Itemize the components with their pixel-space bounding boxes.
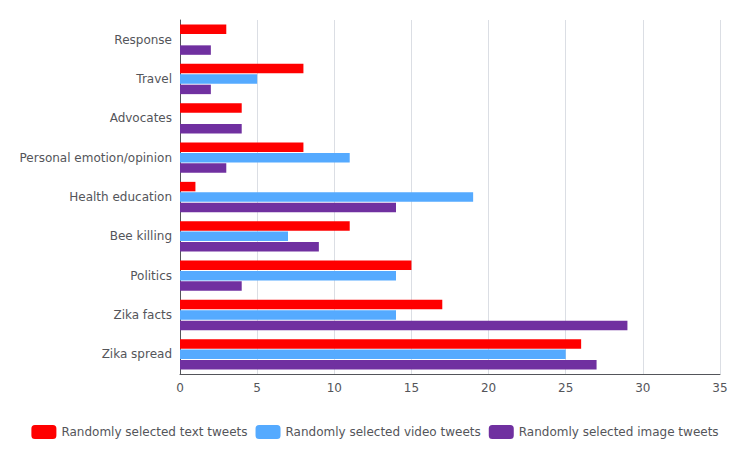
svg-text:Zika spread: Zika spread (102, 347, 172, 361)
svg-text:Health education: Health education (69, 190, 172, 204)
svg-text:Randomly selected video tweets: Randomly selected video tweets (286, 425, 481, 439)
svg-text:Zika facts: Zika facts (113, 308, 172, 322)
svg-text:0: 0 (176, 381, 184, 395)
svg-text:Personal emotion/opinion: Personal emotion/opinion (20, 151, 172, 165)
svg-text:Politics: Politics (130, 269, 172, 283)
svg-text:25: 25 (558, 381, 573, 395)
svg-text:Bee killing: Bee killing (110, 229, 172, 243)
svg-text:20: 20 (481, 381, 496, 395)
svg-text:Travel: Travel (135, 72, 172, 86)
svg-text:35: 35 (712, 381, 727, 395)
svg-text:Response: Response (114, 33, 172, 47)
svg-text:Randomly selected image tweets: Randomly selected image tweets (519, 425, 719, 439)
svg-text:5: 5 (253, 381, 261, 395)
svg-text:Randomly selected text tweets: Randomly selected text tweets (61, 425, 247, 439)
svg-text:15: 15 (404, 381, 419, 395)
svg-text:Advocates: Advocates (110, 111, 172, 125)
svg-text:10: 10 (327, 381, 342, 395)
svg-text:30: 30 (635, 381, 650, 395)
